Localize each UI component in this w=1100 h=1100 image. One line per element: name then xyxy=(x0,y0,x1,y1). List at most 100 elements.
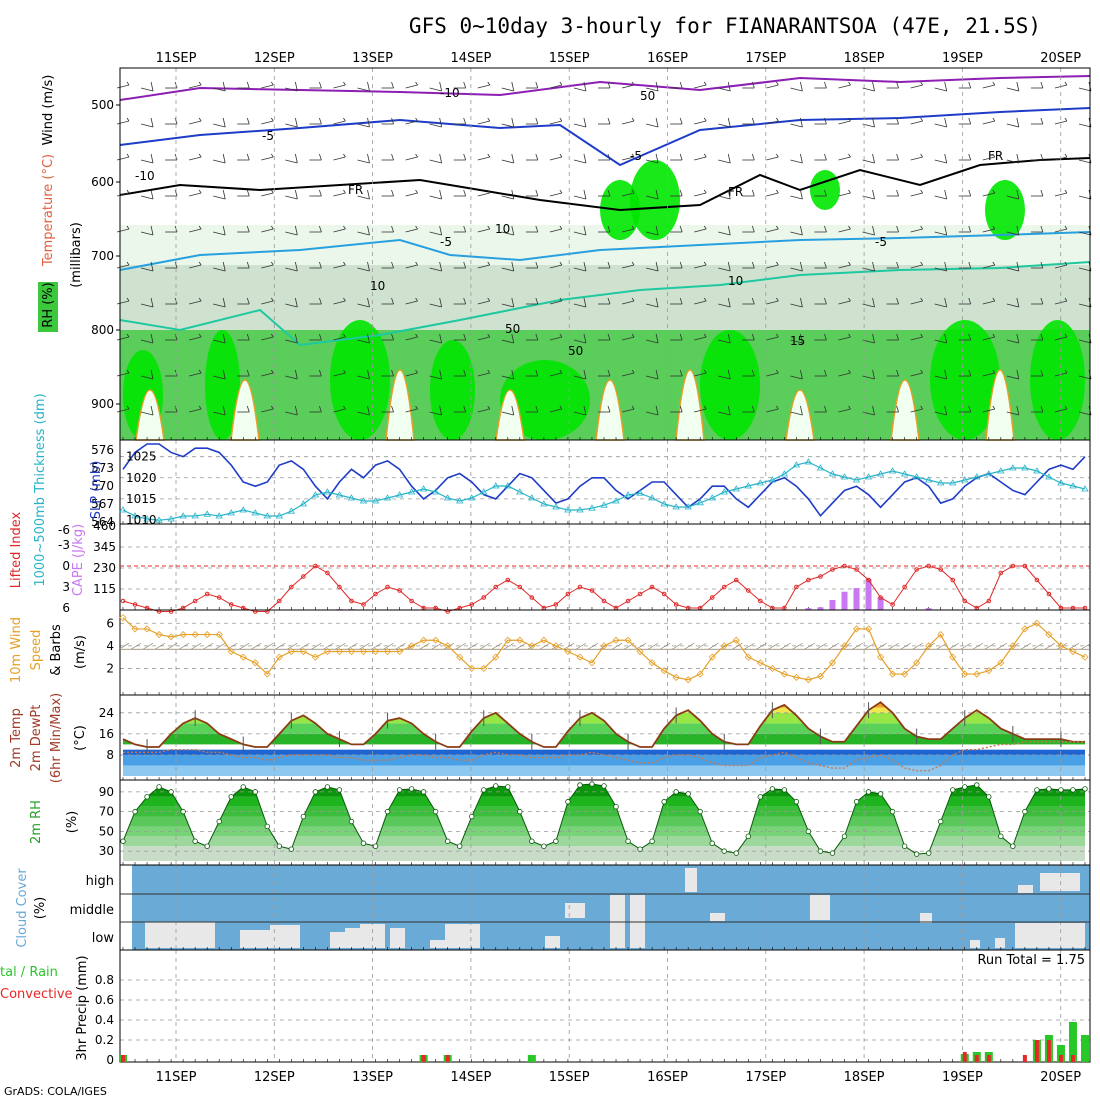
rh-point xyxy=(1070,787,1076,793)
wind-barb-flag xyxy=(391,333,394,341)
wind-barb-flag xyxy=(367,369,370,380)
wind-speed-point xyxy=(119,614,127,622)
cloud-block xyxy=(920,913,932,923)
temp-contour-5 xyxy=(119,231,1091,271)
wind-barb-flag xyxy=(415,369,418,374)
rh-point xyxy=(733,850,739,856)
wind-barb xyxy=(838,264,851,269)
rh-core xyxy=(500,360,590,440)
wind-speed-point xyxy=(1021,625,1029,633)
li-point xyxy=(709,595,715,600)
wind-barb-flag xyxy=(535,117,539,125)
wind-barb-flag xyxy=(679,261,683,269)
wind-barb-flag xyxy=(415,153,418,158)
wind-barb xyxy=(1054,336,1068,341)
thickness-point xyxy=(900,470,909,477)
wind-barb-flag xyxy=(944,261,948,272)
wind-speed-point xyxy=(1057,642,1065,650)
precip-conv-bar xyxy=(1070,1055,1075,1062)
wind-barb xyxy=(285,303,298,308)
wind-barb xyxy=(766,300,779,305)
wind-label-1: 10m Wind xyxy=(9,617,24,683)
cloud-block xyxy=(810,895,830,920)
wind-barb xyxy=(982,408,995,413)
wind-tick-label: 4 xyxy=(106,639,114,653)
cloud-level-label: middle xyxy=(70,903,114,918)
wind-barb xyxy=(140,87,154,92)
wind-barb-flag xyxy=(920,369,923,374)
wind-barb xyxy=(1078,303,1092,308)
li-point xyxy=(1010,563,1016,569)
wind-barb xyxy=(694,300,707,305)
rh-tick-label: 90 xyxy=(99,785,114,799)
thickness-point xyxy=(528,494,536,501)
wind-barb xyxy=(357,303,370,308)
wind-barb-flag xyxy=(583,369,587,380)
thickness-point xyxy=(792,461,801,468)
surface-wind-barb xyxy=(202,642,214,650)
li-tick-label: 6 xyxy=(62,601,70,615)
bottom-date-label: 14SEP xyxy=(450,1070,491,1085)
thickness-point xyxy=(816,464,825,471)
rh-point xyxy=(360,840,367,846)
contour-label: -5 xyxy=(262,129,274,143)
wind-barb-flag xyxy=(944,117,948,128)
wind-barb xyxy=(910,300,923,305)
wind-speed-point xyxy=(913,659,921,667)
surface-wind-barb xyxy=(996,642,1008,650)
wind-barb xyxy=(621,84,635,89)
rh-point xyxy=(384,808,391,815)
wind-barb xyxy=(357,195,370,200)
wind-barb xyxy=(934,87,947,92)
wind-barb-flag xyxy=(872,297,875,308)
wind-speed-point xyxy=(901,670,909,678)
wind-barb-flag xyxy=(1064,225,1068,230)
wind-barb-flag xyxy=(824,261,827,269)
wind-barb-flag xyxy=(896,261,899,269)
wind-barb xyxy=(934,411,947,416)
rh-point xyxy=(156,784,162,790)
wind-barb-flag xyxy=(631,225,635,230)
wind-barb xyxy=(285,123,298,128)
wind-barb xyxy=(646,195,659,200)
surface-wind-barb xyxy=(1032,642,1044,650)
wind-barb-flag xyxy=(319,297,322,305)
wind-barb-flag xyxy=(848,189,851,194)
wind-barb xyxy=(718,303,731,308)
thickness-point xyxy=(888,467,897,474)
thickness-point xyxy=(179,512,187,519)
wind-barb-flag xyxy=(776,261,779,266)
surface-wind-barb xyxy=(647,642,659,650)
wind-barb-flag xyxy=(367,81,370,92)
precip-conv-bar xyxy=(1046,1040,1051,1062)
wind-barb-flag xyxy=(992,225,996,230)
rh-point xyxy=(925,850,932,856)
wind-barb-flag xyxy=(872,189,875,200)
thickness-point xyxy=(275,512,284,519)
wind-barb-flag xyxy=(511,333,515,344)
wind-barb xyxy=(790,303,803,308)
panel-frame xyxy=(119,523,1091,611)
li-point xyxy=(998,570,1004,576)
li-point xyxy=(938,567,944,572)
top-date-label: 18SEP xyxy=(844,51,885,66)
wind-barb-flag xyxy=(1064,117,1068,122)
wind-barb xyxy=(501,123,514,128)
wind-barb xyxy=(501,267,514,272)
wind-barb-flag xyxy=(150,117,154,128)
wind-barb-flag xyxy=(679,225,683,233)
wind-barb-flag xyxy=(655,369,659,380)
wind-barb xyxy=(766,156,779,161)
wind-barb xyxy=(910,192,923,197)
wind-barb xyxy=(116,84,130,89)
wind-barb-flag xyxy=(727,225,731,236)
li-point xyxy=(842,563,847,569)
wind-speed-point xyxy=(155,631,163,639)
wind-barb xyxy=(694,336,707,341)
wind-barb-flag xyxy=(872,81,875,92)
wind-barb xyxy=(862,303,875,308)
temp-panel: 24 16 8 2m Temp 2m DewPt (6hr Min/Max) (°C) xyxy=(9,693,1091,783)
wind-speed-point xyxy=(804,676,812,684)
rh-point xyxy=(889,808,896,815)
wind-barb xyxy=(694,228,707,233)
